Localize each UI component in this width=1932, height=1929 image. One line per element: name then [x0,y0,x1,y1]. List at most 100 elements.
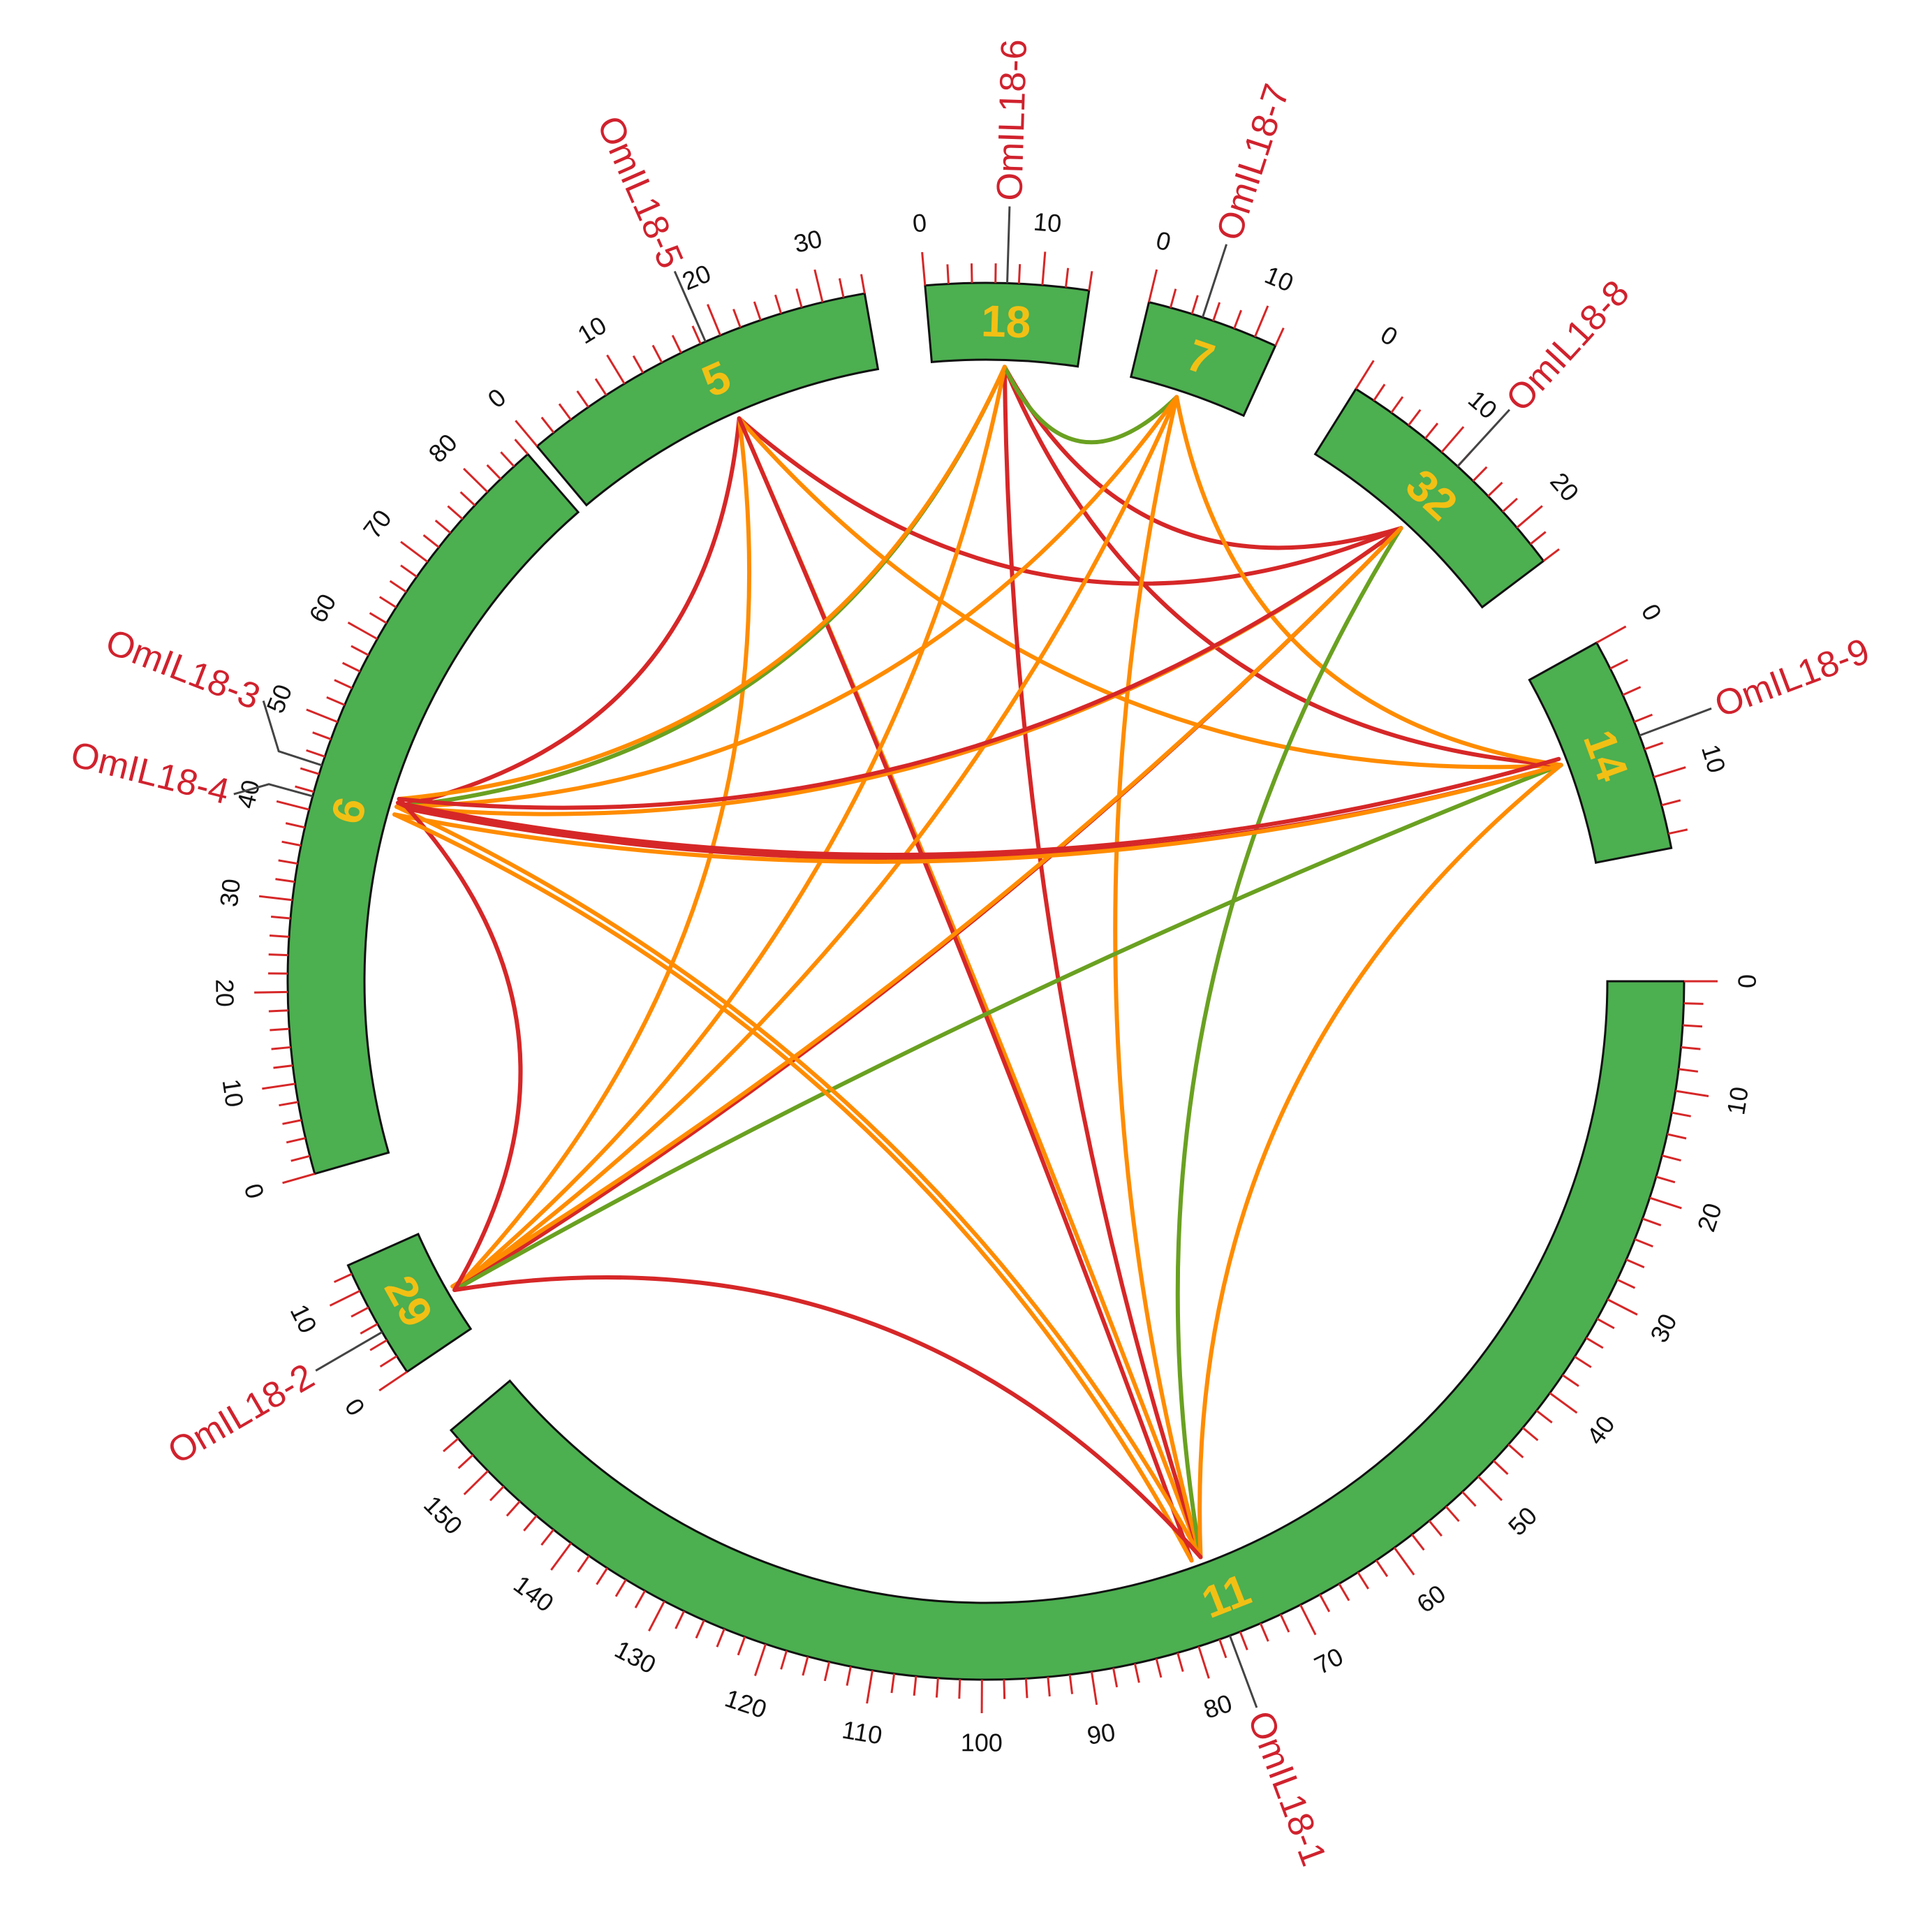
tick-label-11-70: 70 [1310,1642,1348,1680]
link-5-29 [452,416,752,1292]
minor-tick [1633,713,1653,724]
minor-tick [306,749,325,758]
link-18-14 [1002,365,1563,768]
minor-tick [634,1590,647,1608]
minor-tick [1542,548,1560,562]
minor-tick [651,344,663,363]
tick-label-11-140: 140 [508,1569,559,1618]
minor-tick [1644,742,1664,751]
minor-tick [278,859,298,865]
chromosome-29-segment [346,1233,473,1374]
tick-label-11-120: 120 [721,1683,770,1724]
tick-label-7-10: 10 [1261,261,1298,298]
link-18-6 [397,365,1007,801]
minor-tick [300,767,320,775]
minor-tick [1338,1583,1350,1601]
chromosome-7-segment [1129,300,1277,418]
minor-tick [695,1620,705,1639]
major-tick [258,895,293,902]
minor-tick [285,822,305,829]
major-tick [515,420,538,447]
link-6-29 [397,797,523,1292]
minor-tick [1634,1238,1653,1248]
minor-tick [1671,1111,1691,1117]
tick-label-5-0: 0 [482,383,512,413]
major-tick [1355,360,1375,390]
minor-tick [333,1272,353,1284]
link-32-6 [397,526,1403,810]
minor-tick [1625,1259,1645,1269]
minor-tick [523,1515,538,1532]
link-7-11 [1113,395,1203,1560]
major-tick [1440,426,1465,453]
link-32-11 [1175,526,1403,1560]
minor-tick [1682,1024,1703,1028]
minor-tick [326,696,346,706]
major-tick [1649,1196,1682,1210]
minor-tick [1064,267,1070,288]
minor-tick [1535,1409,1553,1424]
minor-tick [290,1154,311,1162]
gene-pointer [233,783,314,798]
tick-label-11-10: 10 [1721,1085,1754,1117]
minor-tick [1668,828,1688,835]
minor-tick [447,505,464,520]
chromosome-5-segment [536,292,880,507]
major-tick [606,354,626,385]
minor-tick [1622,686,1642,696]
minor-tick [795,288,803,308]
major-tick [813,269,824,303]
minor-tick [506,1500,521,1517]
major-tick [866,1670,873,1704]
tick-label-6-0: 0 [239,1180,270,1202]
link-7-29 [452,395,1179,1292]
minor-tick [273,1064,293,1069]
minor-tick [369,1339,388,1351]
tick-label-14-10: 10 [1696,741,1732,776]
minor-tick [860,274,866,294]
tick-label-18-10: 10 [1033,207,1063,238]
tick-label-5-30: 30 [791,224,825,258]
minor-tick [1656,1175,1676,1184]
tick-label-11-100: 100 [961,1728,1003,1756]
major-tick [754,1643,767,1676]
minor-tick [443,1437,459,1453]
minor-tick [671,335,682,353]
minor-tick [282,1119,302,1125]
tick-label-29-10: 10 [285,1300,323,1337]
minor-tick [369,612,388,624]
minor-tick [1616,1278,1636,1289]
minor-tick [946,264,950,284]
gene-pointer [315,1331,383,1372]
minor-tick [1047,1676,1051,1697]
minor-tick [1218,1638,1227,1659]
minor-tick [1493,1460,1509,1475]
tick-label-6-10: 10 [217,1077,249,1109]
minor-tick [486,464,502,480]
minor-tick [1661,1154,1681,1162]
minor-tick [716,1628,725,1648]
minor-tick [1375,1560,1389,1578]
minor-tick [913,1675,917,1696]
tick-label-29-0: 0 [339,1393,371,1421]
minor-tick [1411,1534,1425,1551]
link-14-29 [452,763,1563,1292]
tick-label-11-0: 0 [1733,974,1762,988]
minor-tick [1133,1663,1140,1683]
minor-tick [1586,1337,1604,1349]
gene-label-omil18-8: OmIL18-8 [1498,273,1637,420]
major-tick [347,622,378,640]
tick-label-11-50: 50 [1503,1501,1542,1541]
major-tick [1253,305,1269,337]
major-tick [707,304,722,336]
tick-label-11-80: 80 [1200,1689,1236,1724]
gene-label-omil18-9: OmIL18-9 [1709,631,1875,726]
minor-tick [422,534,440,548]
major-tick [1299,1604,1317,1636]
minor-tick [970,263,973,284]
minor-tick [1596,1318,1615,1330]
minor-tick [1667,1133,1687,1140]
gene-label-omil18-4: OmIL18-4 [67,734,233,812]
minor-tick [1112,1667,1119,1688]
